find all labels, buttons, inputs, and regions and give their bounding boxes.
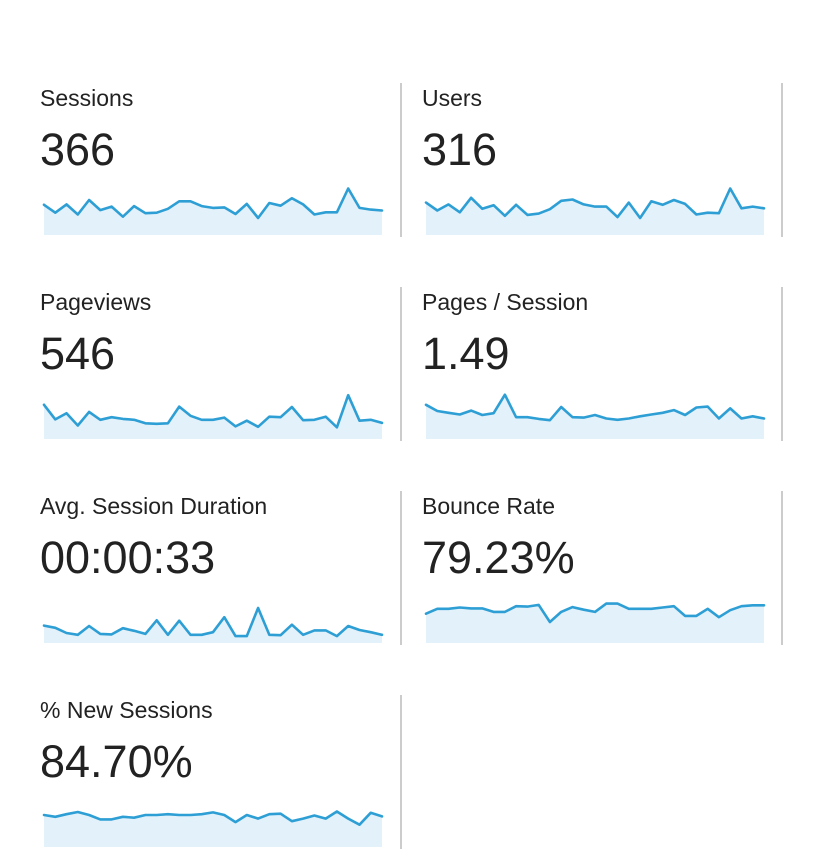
sparkline-avg-session-duration: [42, 606, 384, 643]
sparkline-line: [42, 810, 384, 826]
sparkline-users: [424, 187, 766, 235]
metric-pages-per-session[interactable]: Pages / Session 1.49: [422, 287, 767, 442]
metric-value: 1.49: [422, 328, 510, 379]
metric-label: Pages / Session: [422, 289, 589, 315]
sparkline-line: [42, 187, 384, 220]
sparkline-line: [424, 393, 766, 422]
sparkline-area: [426, 394, 764, 439]
sparkline-area: [426, 188, 764, 235]
metric-divider: [400, 83, 402, 237]
metric-value: 546: [40, 328, 116, 379]
metric-label: % New Sessions: [40, 697, 213, 723]
metric-users[interactable]: Users 316: [422, 83, 767, 238]
metric-divider: [781, 287, 783, 441]
metric-label: Avg. Session Duration: [40, 493, 268, 519]
sparkline-area: [44, 188, 382, 235]
metric-value: 366: [40, 124, 116, 175]
sparkline-line: [42, 393, 384, 429]
sparkline-sessions: [42, 187, 384, 235]
metric-avg-session-duration[interactable]: Avg. Session Duration 00:00:33: [40, 491, 385, 646]
sparkline-area: [44, 608, 382, 643]
metric-pageviews[interactable]: Pageviews 546: [40, 287, 385, 442]
metric-sessions[interactable]: Sessions 366: [40, 83, 385, 238]
metric-value: 316: [422, 124, 498, 175]
metric-divider: [781, 83, 783, 237]
metric-value: 00:00:33: [40, 532, 216, 583]
metric-percent-new-sessions[interactable]: % New Sessions 84.70%: [40, 695, 385, 850]
metric-value: 79.23%: [422, 532, 575, 583]
sparkline-pageviews: [42, 393, 384, 439]
sparkline-area: [426, 603, 764, 643]
sparkline-percent-new-sessions: [42, 810, 384, 847]
metric-divider: [400, 491, 402, 645]
sparkline-line: [42, 606, 384, 638]
sparkline-bounce-rate: [424, 602, 766, 643]
sparkline-pages-per-session: [424, 393, 766, 439]
metric-label: Users: [422, 85, 483, 111]
metric-divider: [781, 491, 783, 645]
metric-divider: [400, 695, 402, 849]
sparkline-line: [424, 602, 766, 624]
sparkline-area: [44, 395, 382, 439]
metric-label: Bounce Rate: [422, 493, 555, 519]
metric-bounce-rate[interactable]: Bounce Rate 79.23%: [422, 491, 767, 646]
metric-value: 84.70%: [40, 736, 193, 787]
metric-label: Pageviews: [40, 289, 152, 315]
sparkline-line: [424, 187, 766, 220]
metric-label: Sessions: [40, 85, 134, 111]
metric-divider: [400, 287, 402, 441]
